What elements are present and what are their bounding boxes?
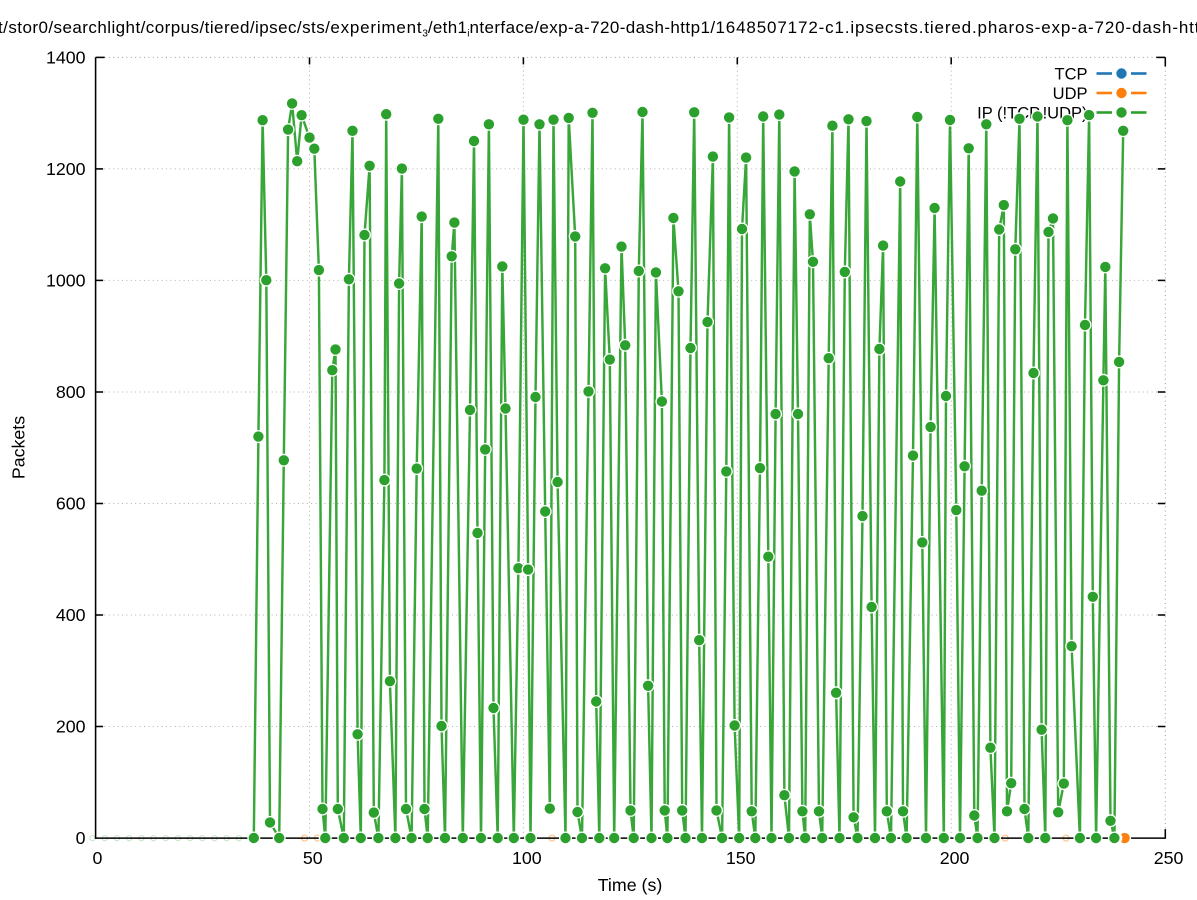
svg-text:0: 0: [93, 848, 103, 868]
svg-text:1000: 1000: [46, 270, 86, 290]
svg-text:Packets: Packets: [8, 416, 28, 479]
svg-text:50: 50: [303, 848, 323, 868]
svg-text:Time (s): Time (s): [598, 875, 663, 895]
svg-text:400: 400: [56, 605, 86, 625]
svg-text:100: 100: [512, 848, 542, 868]
svg-text:200: 200: [56, 717, 86, 737]
svg-text:800: 800: [56, 382, 86, 402]
svg-text:200: 200: [940, 848, 970, 868]
svg-text:250: 250: [1154, 848, 1184, 868]
svg-text:600: 600: [56, 494, 86, 514]
svg-text:150: 150: [726, 848, 756, 868]
svg-text:t/stor0/searchlight/corpus/tie: t/stor0/searchlight/corpus/tiered/ipsec/…: [0, 18, 1197, 40]
svg-text:1400: 1400: [46, 47, 86, 67]
svg-text:0: 0: [76, 828, 86, 848]
svg-text:TCP: TCP: [1055, 66, 1088, 84]
svg-text:1200: 1200: [46, 159, 86, 179]
svg-text:UDP: UDP: [1053, 85, 1088, 103]
